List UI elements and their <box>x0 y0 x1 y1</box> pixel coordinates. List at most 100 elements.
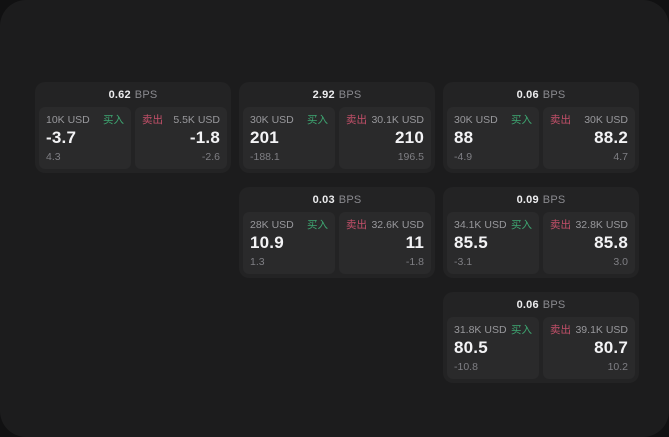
sell-side-label: 卖出 <box>346 114 367 126</box>
sell-notional-amount: 32.6K USD <box>371 219 424 231</box>
buy-delta: 1.3 <box>250 256 265 268</box>
buy-sell-panels: 28K USD 买入 10.9 1.3 卖出 32.6K USD 11 -1.8 <box>243 212 431 274</box>
quote-card: 0.06 BPS 31.8K USD 买入 80.5 -10.8 卖出 39.1… <box>443 292 639 383</box>
sell-side-label: 卖出 <box>550 219 571 231</box>
buy-price: 80.5 <box>454 338 488 357</box>
bps-spread-value: 0.06 <box>516 298 539 311</box>
quote-card: 0.06 BPS 30K USD 买入 88 -4.9 卖出 30K USD 8… <box>443 82 639 173</box>
sell-panel-header: 卖出 30.1K USD <box>346 114 424 126</box>
buy-sell-panels: 30K USD 买入 201 -188.1 卖出 30.1K USD 210 1… <box>243 107 431 169</box>
buy-quote-panel[interactable]: 34.1K USD 买入 85.5 -3.1 <box>447 212 539 274</box>
buy-side-label: 买入 <box>511 324 532 336</box>
bps-spread-value: 2.92 <box>312 88 335 101</box>
bps-spread-header: 0.06 BPS <box>447 292 635 317</box>
quote-card: 2.92 BPS 30K USD 买入 201 -188.1 卖出 30.1K … <box>239 82 435 173</box>
buy-sell-panels: 31.8K USD 买入 80.5 -10.8 卖出 39.1K USD 80.… <box>447 317 635 379</box>
buy-panel-header: 30K USD 买入 <box>454 114 532 126</box>
buy-delta: -188.1 <box>250 151 280 163</box>
bps-unit-label: BPS <box>338 88 362 101</box>
sell-price: 80.7 <box>594 338 628 357</box>
bps-spread-value: 0.09 <box>516 193 539 206</box>
sell-panel-header: 卖出 32.8K USD <box>550 219 628 231</box>
buy-price: 85.5 <box>454 233 488 252</box>
bps-spread-header: 2.92 BPS <box>243 82 431 107</box>
buy-side-label: 买入 <box>103 114 124 126</box>
sell-quote-panel[interactable]: 卖出 30K USD 88.2 4.7 <box>543 107 635 169</box>
sell-panel-header: 卖出 32.6K USD <box>346 219 424 231</box>
buy-sell-panels: 34.1K USD 买入 85.5 -3.1 卖出 32.8K USD 85.8… <box>447 212 635 274</box>
sell-quote-panel[interactable]: 卖出 32.8K USD 85.8 3.0 <box>543 212 635 274</box>
bps-spread-header: 0.03 BPS <box>243 187 431 212</box>
buy-notional-amount: 31.8K USD <box>454 324 507 336</box>
sell-notional-amount: 5.5K USD <box>173 114 220 126</box>
buy-notional-amount: 10K USD <box>46 114 90 126</box>
sell-quote-panel[interactable]: 卖出 39.1K USD 80.7 10.2 <box>543 317 635 379</box>
buy-price: 201 <box>250 128 279 147</box>
sell-quote-panel[interactable]: 卖出 5.5K USD -1.8 -2.6 <box>135 107 227 169</box>
quote-card: 0.09 BPS 34.1K USD 买入 85.5 -3.1 卖出 32.8K… <box>443 187 639 278</box>
sell-side-label: 卖出 <box>550 324 571 336</box>
buy-price: 10.9 <box>250 233 284 252</box>
sell-price: 210 <box>395 128 424 147</box>
buy-notional-amount: 30K USD <box>250 114 294 126</box>
bps-spread-value: 0.06 <box>516 88 539 101</box>
bps-spread-header: 0.06 BPS <box>447 82 635 107</box>
bps-unit-label: BPS <box>542 298 566 311</box>
buy-panel-header: 30K USD 买入 <box>250 114 328 126</box>
buy-delta: -3.1 <box>454 256 473 268</box>
buy-delta: -10.8 <box>454 361 478 373</box>
sell-side-label: 卖出 <box>550 114 571 126</box>
buy-delta: 4.3 <box>46 151 61 163</box>
buy-price: 88 <box>454 128 474 147</box>
sell-quote-panel[interactable]: 卖出 32.6K USD 11 -1.8 <box>339 212 431 274</box>
bps-spread-header: 0.09 BPS <box>447 187 635 212</box>
sell-price: 88.2 <box>594 128 628 147</box>
bps-spread-value: 0.62 <box>108 88 131 101</box>
sell-delta: -1.8 <box>405 256 424 268</box>
buy-quote-panel[interactable]: 31.8K USD 买入 80.5 -10.8 <box>447 317 539 379</box>
sell-notional-amount: 30.1K USD <box>371 114 424 126</box>
buy-quote-panel[interactable]: 30K USD 买入 88 -4.9 <box>447 107 539 169</box>
buy-delta: -4.9 <box>454 151 473 163</box>
buy-side-label: 买入 <box>307 219 328 231</box>
sell-notional-amount: 39.1K USD <box>575 324 628 336</box>
sell-delta: 196.5 <box>397 151 424 163</box>
buy-side-label: 买入 <box>307 114 328 126</box>
bps-spread-value: 0.03 <box>312 193 335 206</box>
buy-side-label: 买入 <box>511 114 532 126</box>
buy-price: -3.7 <box>46 128 77 147</box>
bps-spread-header: 0.62 BPS <box>39 82 227 107</box>
quote-card: 0.03 BPS 28K USD 买入 10.9 1.3 卖出 32.6K US… <box>239 187 435 278</box>
bps-unit-label: BPS <box>338 193 362 206</box>
buy-quote-panel[interactable]: 30K USD 买入 201 -188.1 <box>243 107 335 169</box>
sell-notional-amount: 32.8K USD <box>575 219 628 231</box>
buy-sell-panels: 30K USD 买入 88 -4.9 卖出 30K USD 88.2 4.7 <box>447 107 635 169</box>
buy-sell-panels: 10K USD 买入 -3.7 4.3 卖出 5.5K USD -1.8 -2.… <box>39 107 227 169</box>
bps-unit-label: BPS <box>542 88 566 101</box>
sell-panel-header: 卖出 39.1K USD <box>550 324 628 336</box>
sell-price: -1.8 <box>189 128 220 147</box>
buy-panel-header: 10K USD 买入 <box>46 114 124 126</box>
sell-price: 85.8 <box>594 233 628 252</box>
sell-delta: 10.2 <box>607 361 628 373</box>
sell-delta: 3.0 <box>613 256 628 268</box>
buy-notional-amount: 34.1K USD <box>454 219 507 231</box>
sell-side-label: 卖出 <box>142 114 163 126</box>
quote-card: 0.62 BPS 10K USD 买入 -3.7 4.3 卖出 5.5K USD… <box>35 82 231 173</box>
sell-side-label: 卖出 <box>346 219 367 231</box>
sell-quote-panel[interactable]: 卖出 30.1K USD 210 196.5 <box>339 107 431 169</box>
sell-notional-amount: 30K USD <box>584 114 628 126</box>
buy-panel-header: 28K USD 买入 <box>250 219 328 231</box>
buy-notional-amount: 30K USD <box>454 114 498 126</box>
buy-quote-panel[interactable]: 10K USD 买入 -3.7 4.3 <box>39 107 131 169</box>
buy-notional-amount: 28K USD <box>250 219 294 231</box>
buy-quote-panel[interactable]: 28K USD 买入 10.9 1.3 <box>243 212 335 274</box>
sell-price: 11 <box>405 233 424 252</box>
buy-panel-header: 34.1K USD 买入 <box>454 219 532 231</box>
bps-unit-label: BPS <box>134 88 158 101</box>
sell-panel-header: 卖出 5.5K USD <box>142 114 220 126</box>
bps-unit-label: BPS <box>542 193 566 206</box>
sell-panel-header: 卖出 30K USD <box>550 114 628 126</box>
quote-card-grid: 0.62 BPS 10K USD 买入 -3.7 4.3 卖出 5.5K USD… <box>35 82 639 383</box>
